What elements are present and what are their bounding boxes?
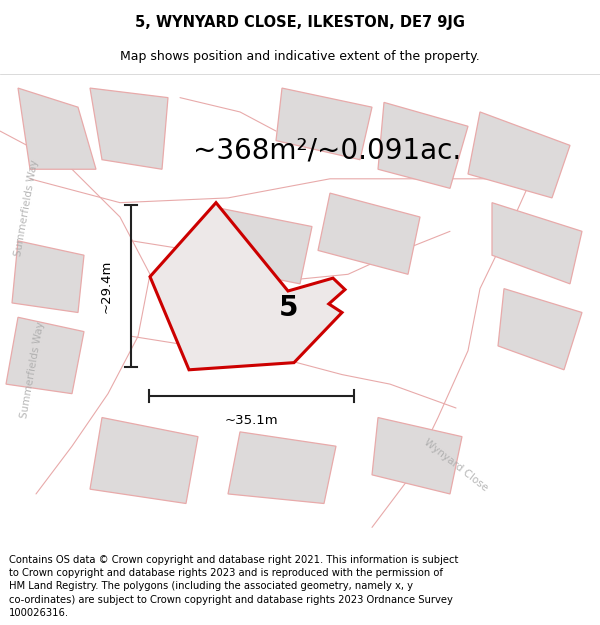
Polygon shape <box>12 241 84 312</box>
Polygon shape <box>90 88 168 169</box>
Polygon shape <box>492 202 582 284</box>
Polygon shape <box>204 208 312 284</box>
Text: Contains OS data © Crown copyright and database right 2021. This information is : Contains OS data © Crown copyright and d… <box>9 555 458 618</box>
Polygon shape <box>150 202 345 370</box>
Polygon shape <box>498 289 582 370</box>
Polygon shape <box>228 432 336 504</box>
Text: Summerfields Way: Summerfields Way <box>20 321 46 419</box>
Polygon shape <box>276 88 372 160</box>
Text: Map shows position and indicative extent of the property.: Map shows position and indicative extent… <box>120 50 480 63</box>
Polygon shape <box>90 418 198 504</box>
Text: Wynyard Close: Wynyard Close <box>422 438 490 493</box>
Text: Summerfields Way: Summerfields Way <box>14 158 40 256</box>
Text: ~35.1m: ~35.1m <box>224 414 278 428</box>
Polygon shape <box>378 102 468 188</box>
Text: ~29.4m: ~29.4m <box>100 259 113 313</box>
Polygon shape <box>372 418 462 494</box>
Text: ~368m²/~0.091ac.: ~368m²/~0.091ac. <box>193 136 461 164</box>
Polygon shape <box>6 318 84 394</box>
Text: 5, WYNYARD CLOSE, ILKESTON, DE7 9JG: 5, WYNYARD CLOSE, ILKESTON, DE7 9JG <box>135 15 465 30</box>
Text: 5: 5 <box>278 294 298 322</box>
Polygon shape <box>318 193 420 274</box>
Polygon shape <box>468 112 570 198</box>
Polygon shape <box>18 88 96 169</box>
